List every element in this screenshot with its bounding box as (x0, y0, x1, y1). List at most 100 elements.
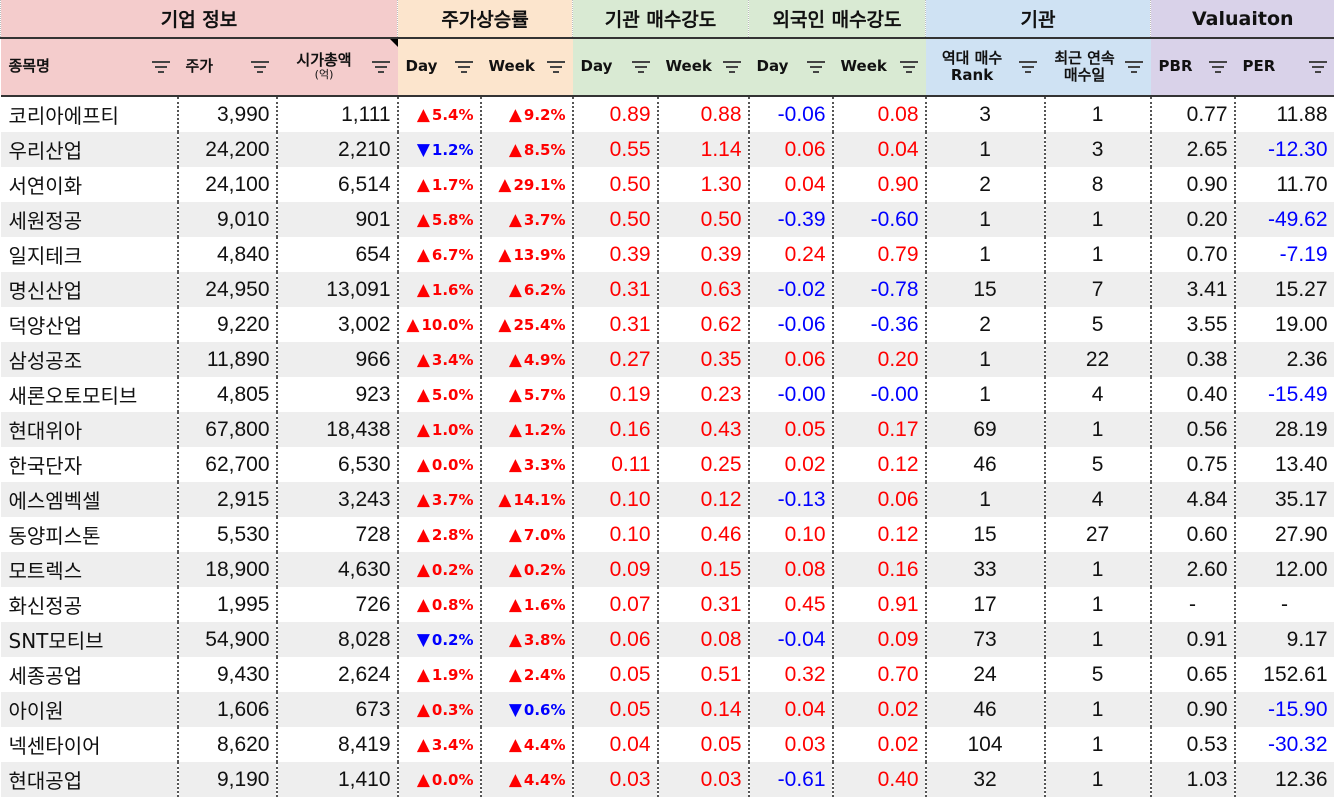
inst-week-cell: 0.39 (658, 237, 749, 272)
column-header-label: Day (581, 58, 624, 75)
rise-day-cell: ▼0.2% (398, 622, 481, 657)
up-arrow-icon: ▲ (406, 315, 419, 335)
inst-day-cell: 0.39 (573, 237, 658, 272)
filter-icon[interactable] (721, 57, 743, 77)
foreign-day-cell: 0.04 (749, 167, 833, 202)
price-cell: 24,100 (178, 167, 277, 202)
inst-rank-cell: 1 (926, 342, 1045, 377)
rise-week-value: 29.1% (513, 176, 565, 194)
filter-icon[interactable] (630, 57, 652, 77)
pbr-cell: - (1151, 587, 1235, 622)
up-arrow-icon: ▲ (509, 525, 522, 545)
rise-day-value: 0.2% (432, 561, 474, 579)
pbr-cell: 0.90 (1151, 167, 1235, 202)
inst-week-cell: 0.62 (658, 307, 749, 342)
rise-day-cell: ▲0.8% (398, 587, 481, 622)
up-arrow-icon: ▲ (509, 735, 522, 755)
column-header-sublabel: 매수일 (1064, 67, 1105, 84)
inst-week-cell: 0.43 (658, 412, 749, 447)
up-arrow-icon: ▲ (417, 105, 430, 125)
filter-icon[interactable] (1307, 57, 1329, 77)
foreign-week-cell: -0.00 (833, 377, 926, 412)
inst-streak-cell: 1 (1045, 587, 1151, 622)
rise-day-value: 2.8% (432, 526, 474, 544)
foreign-week-cell: 0.79 (833, 237, 926, 272)
inst-week-cell: 0.14 (658, 692, 749, 727)
up-arrow-icon: ▲ (417, 595, 430, 615)
column-header-stock-name: 종목명 (1, 38, 178, 96)
filter-icon[interactable] (249, 57, 271, 77)
up-arrow-icon: ▲ (509, 280, 522, 300)
filter-icon[interactable] (1207, 57, 1229, 77)
inst-rank-cell: 73 (926, 622, 1045, 657)
stock-name-cell: 덕양산업 (1, 307, 178, 342)
filter-icon[interactable] (1017, 57, 1039, 77)
up-arrow-icon: ▲ (498, 315, 511, 335)
price-cell: 9,430 (178, 657, 277, 692)
up-arrow-icon: ▲ (417, 560, 430, 580)
column-header-market-cap: 시가총액(억) (277, 38, 398, 96)
rise-day-cell: ▲3.7% (398, 482, 481, 517)
filter-icon[interactable] (805, 57, 827, 77)
pbr-cell: 3.55 (1151, 307, 1235, 342)
filter-icon[interactable] (545, 57, 567, 77)
inst-streak-cell: 1 (1045, 96, 1151, 132)
inst-rank-cell: 1 (926, 482, 1045, 517)
filter-icon[interactable] (898, 57, 920, 77)
inst-week-cell: 0.46 (658, 517, 749, 552)
inst-rank-cell: 1 (926, 377, 1045, 412)
rise-day-value: 3.4% (432, 351, 474, 369)
inst-streak-cell: 1 (1045, 727, 1151, 762)
foreign-week-cell: 0.20 (833, 342, 926, 377)
inst-rank-cell: 1 (926, 202, 1045, 237)
rise-week-value: 3.7% (524, 211, 566, 229)
inst-rank-cell: 1 (926, 132, 1045, 167)
rise-day-cell: ▲10.0% (398, 307, 481, 342)
rise-day-cell: ▲5.8% (398, 202, 481, 237)
filter-icon[interactable] (1123, 57, 1145, 77)
column-header-inst-week: Week (658, 38, 749, 96)
price-cell: 67,800 (178, 412, 277, 447)
market-cap-cell: 966 (277, 342, 398, 377)
market-cap-cell: 3,002 (277, 307, 398, 342)
inst-week-cell: 0.88 (658, 96, 749, 132)
foreign-day-cell: -0.00 (749, 377, 833, 412)
inst-week-cell: 1.30 (658, 167, 749, 202)
per-cell: 12.00 (1235, 552, 1334, 587)
foreign-day-cell: 0.45 (749, 587, 833, 622)
up-arrow-icon: ▲ (417, 455, 430, 475)
foreign-week-cell: -0.36 (833, 307, 926, 342)
filter-icon[interactable] (453, 57, 475, 77)
rise-week-cell: ▲14.1% (481, 482, 573, 517)
up-arrow-icon: ▲ (417, 490, 430, 510)
price-cell: 4,805 (178, 377, 277, 412)
per-cell: 11.70 (1235, 167, 1334, 202)
filter-icon[interactable] (150, 57, 172, 77)
rise-week-value: 25.4% (513, 316, 565, 334)
per-cell: 12.36 (1235, 762, 1334, 797)
up-arrow-icon: ▲ (417, 770, 430, 790)
inst-day-cell: 0.03 (573, 762, 658, 797)
filter-icon[interactable] (370, 57, 392, 77)
pbr-cell: 2.60 (1151, 552, 1235, 587)
